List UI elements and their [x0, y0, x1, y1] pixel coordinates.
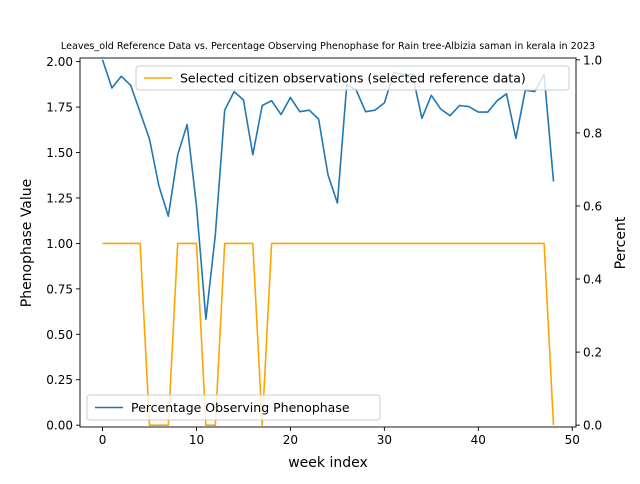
y-axis-label-left: Phenophase Value [19, 179, 35, 308]
legend-box-0 [135, 65, 570, 91]
legend-label-0: Selected citizen observations (selected … [180, 71, 526, 86]
series-line-1 [101, 59, 555, 320]
y-right-tick-label: 0.6 [583, 199, 602, 213]
y-left-tick-label: 0.00 [46, 419, 73, 433]
x-tick-label: 10 [189, 433, 204, 447]
x-tick-label: 30 [377, 433, 392, 447]
x-axis-label: week index [288, 455, 368, 471]
y-right-tick-label: 1.0 [583, 53, 602, 67]
y-left-tick-label: 1.50 [46, 146, 73, 160]
y-left-tick-label: 1.00 [46, 237, 73, 251]
y-left-tick-label: 1.75 [46, 101, 73, 115]
y-left-tick-label: 1.25 [46, 191, 73, 205]
x-tick-label: 40 [471, 433, 486, 447]
y-left-tick-label: 2.00 [46, 55, 73, 69]
y-right-tick-label: 0.4 [583, 273, 602, 287]
x-tick-label: 0 [99, 433, 107, 447]
chart-title: Leaves_old Reference Data vs. Percentage… [61, 41, 595, 52]
legend-box-1 [86, 394, 381, 421]
x-tick-label: 20 [283, 433, 298, 447]
legend-label-1: Percentage Observing Phenophase [131, 400, 350, 415]
y-right-tick-label: 0.2 [583, 346, 602, 360]
y-axis-label-right: Percent [613, 216, 629, 269]
y-left-tick-label: 0.50 [46, 328, 73, 342]
y-left-tick-label: 0.75 [46, 282, 73, 296]
plot-frame [79, 57, 577, 428]
y-right-tick-label: 0.0 [583, 419, 602, 433]
y-left-tick-label: 0.25 [46, 373, 73, 387]
series-line-0 [102, 242, 555, 426]
y-right-tick-label: 0.8 [583, 126, 602, 140]
x-tick-label: 50 [565, 433, 580, 447]
